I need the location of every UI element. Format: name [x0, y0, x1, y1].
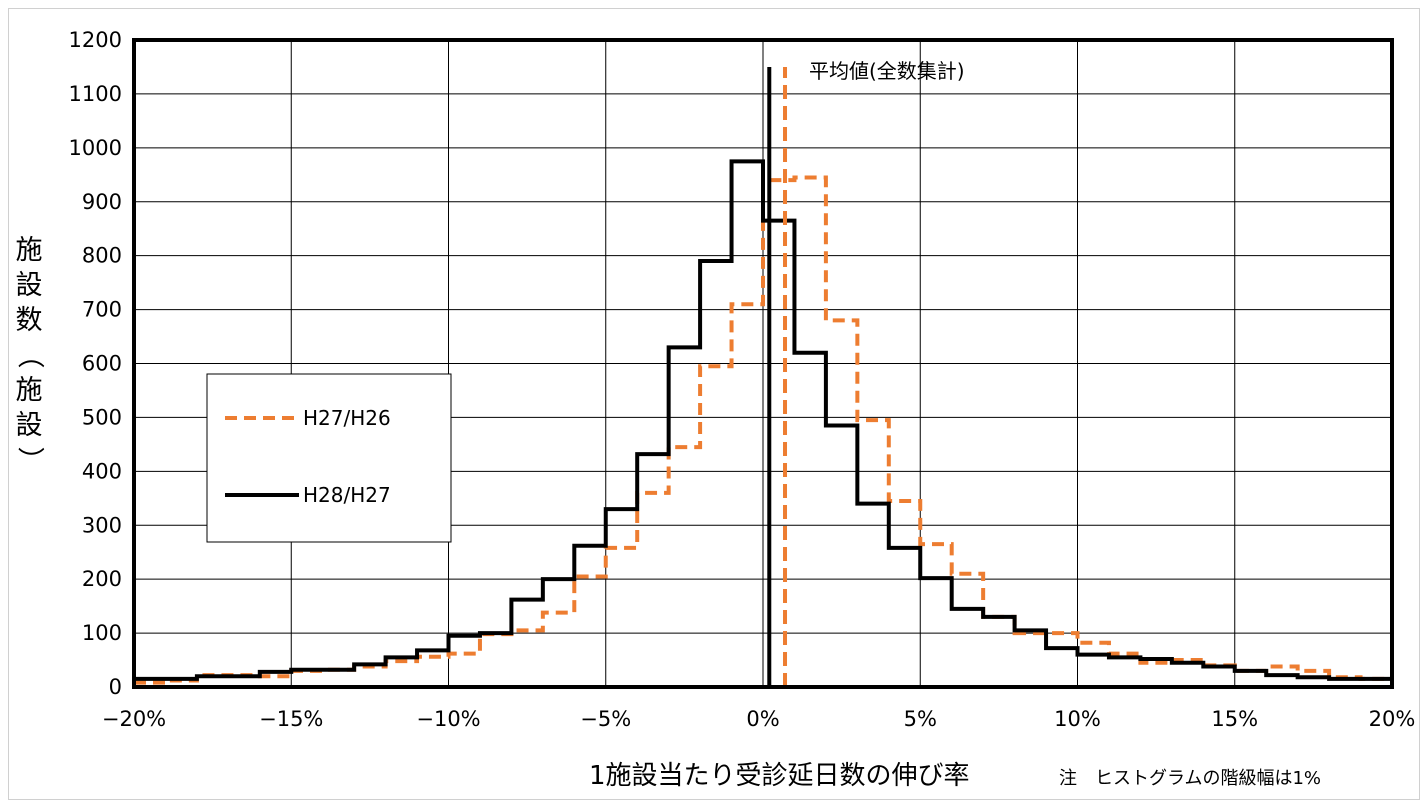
y-tick-label: 1100 — [69, 82, 122, 106]
x-tick-label: −15% — [259, 707, 323, 731]
y-axis-label-char: 施 — [16, 235, 43, 266]
y-axis-label-char: 設 — [16, 270, 43, 301]
y-tick-label: 800 — [82, 244, 122, 268]
histogram-chart: 0 100 200 300 400 500 600 700 800 900 1000 1100 1200… — [14, 28, 1415, 791]
x-tick-label: −20% — [102, 707, 166, 731]
x-axis-label: 1施設当たり受診延日数の伸び率 — [589, 761, 970, 791]
y-axis-label-char: （ — [14, 342, 45, 369]
gridlines — [133, 39, 1393, 688]
y-tick-label: 100 — [82, 621, 122, 645]
y-tick-label: 900 — [82, 190, 122, 214]
y-axis-label-char: 設 — [16, 410, 43, 441]
x-tick-label: 15% — [1211, 707, 1258, 731]
x-tick-label: 20% — [1369, 707, 1416, 731]
x-tick-label: −5% — [580, 707, 631, 731]
y-tick-label: 600 — [82, 352, 122, 376]
y-axis-label-char: ） — [14, 447, 45, 474]
y-axis-label-char: 施 — [16, 375, 43, 406]
x-tick-label: 0% — [746, 707, 779, 731]
y-axis-label-char: 数 — [16, 305, 43, 336]
histogram-note: 注 ヒストグラムの階級幅は1% — [1059, 768, 1321, 789]
y-tick-label: 0 — [109, 675, 122, 699]
series-layer — [134, 159, 1394, 685]
y-axis-label: 施設数（施設） — [14, 235, 45, 474]
x-tick-label: 10% — [1054, 707, 1101, 731]
y-tick-label: 300 — [82, 513, 122, 537]
x-tick-label: −10% — [416, 707, 480, 731]
legend-box — [206, 373, 452, 543]
y-tick-label: 400 — [82, 459, 122, 483]
series-line-2 — [134, 159, 1394, 681]
y-tick-label: 1000 — [69, 136, 122, 160]
y-tick-label: 1200 — [69, 28, 122, 52]
mean-lines — [767, 66, 788, 687]
x-tick-label: 5% — [904, 707, 937, 731]
x-axis-ticks: −20% −15% −10% −5% 0% 5% 10% 15% 20% — [102, 707, 1415, 731]
mean-annotation: 平均値(全数集計) — [809, 59, 965, 83]
legend-label-2: H28/H27 — [303, 483, 391, 507]
y-tick-label: 200 — [82, 567, 122, 591]
y-axis-ticks: 0 100 200 300 400 500 600 700 800 900 1000 1100 1200 — [69, 28, 122, 699]
y-tick-label: 700 — [82, 298, 122, 322]
x-axis-label-group: 1施設当たり受診延日数の伸び率 注 ヒストグラムの階級幅は1% — [589, 761, 1321, 791]
y-tick-label: 500 — [82, 405, 122, 429]
legend-label-1: H27/H26 — [303, 406, 391, 430]
legend: H27/H26 H28/H27 — [206, 373, 452, 543]
plot-area-border — [132, 38, 1394, 689]
chart-frame: 0 100 200 300 400 500 600 700 800 900 1000 1100 1200… — [8, 8, 1420, 800]
